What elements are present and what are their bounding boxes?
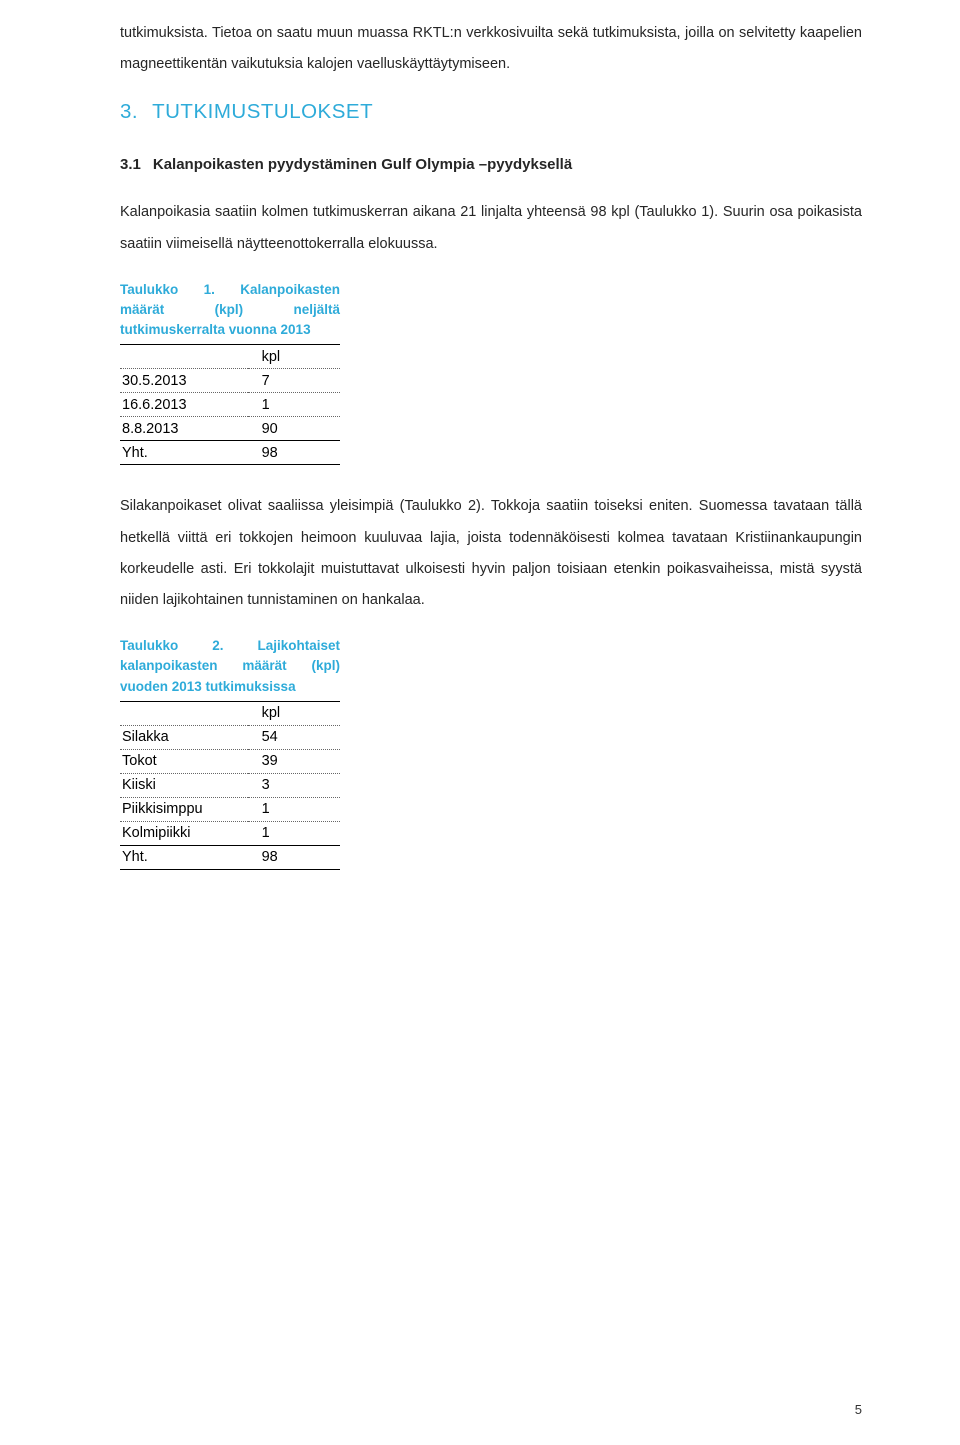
table-cell: Yht.	[120, 441, 248, 465]
section-title: TUTKIMUSTULOKSET	[152, 100, 373, 124]
table-cell: Kiiski	[120, 773, 248, 797]
body-paragraph-1: Kalanpoikasia saatiin kolmen tutkimusker…	[120, 197, 862, 259]
table-cell: 7	[248, 369, 340, 393]
table-cell: 98	[248, 845, 340, 869]
table-cell: 90	[248, 417, 340, 441]
table-row: Yht. 98	[120, 845, 340, 869]
table-row: kpl	[120, 701, 340, 725]
section-number: 3.	[120, 100, 138, 124]
table-cell: 1	[248, 393, 340, 417]
table-cell: kpl	[248, 345, 340, 369]
table-cell: 39	[248, 749, 340, 773]
table-row: Silakka 54	[120, 725, 340, 749]
table-2-caption: Taulukko 2. Lajikohtaiset kalanpoikasten…	[120, 636, 340, 697]
table-row: Piikkisimppu 1	[120, 797, 340, 821]
table-cell: 1	[248, 821, 340, 845]
table-cell: 98	[248, 441, 340, 465]
table-cell: 30.5.2013	[120, 369, 248, 393]
table-cell: 54	[248, 725, 340, 749]
table-1: kpl 30.5.2013 7 16.6.2013 1 8.8.2013 90 …	[120, 344, 340, 465]
table-cell: 16.6.2013	[120, 393, 248, 417]
table-row: 8.8.2013 90	[120, 417, 340, 441]
subsection-number: 3.1	[120, 156, 141, 173]
table-1-caption: Taulukko 1. Kalanpoikasten määrät (kpl) …	[120, 280, 340, 341]
table-row: 30.5.2013 7	[120, 369, 340, 393]
page-number: 5	[855, 1402, 862, 1417]
table-cell: 3	[248, 773, 340, 797]
table-cell: Silakka	[120, 725, 248, 749]
table-cell: 1	[248, 797, 340, 821]
table-cell	[120, 701, 248, 725]
table-cell: 8.8.2013	[120, 417, 248, 441]
intro-paragraph: tutkimuksista. Tietoa on saatu muun muas…	[120, 18, 862, 80]
table-cell: kpl	[248, 701, 340, 725]
subsection-title: Kalanpoikasten pyydystäminen Gulf Olympi…	[153, 156, 572, 173]
table-row: 16.6.2013 1	[120, 393, 340, 417]
section-heading: 3. TUTKIMUSTULOKSET	[120, 100, 862, 124]
table-cell: Tokot	[120, 749, 248, 773]
table-row: Yht. 98	[120, 441, 340, 465]
body-paragraph-2: Silakanpoikaset olivat saaliissa yleisim…	[120, 491, 862, 616]
subsection-heading: 3.1 Kalanpoikasten pyydystäminen Gulf Ol…	[120, 156, 862, 173]
table-row: Kiiski 3	[120, 773, 340, 797]
table-2: kpl Silakka 54 Tokot 39 Kiiski 3 Piikkis…	[120, 701, 340, 870]
table-row: kpl	[120, 345, 340, 369]
table-cell	[120, 345, 248, 369]
table-cell: Yht.	[120, 845, 248, 869]
table-row: Tokot 39	[120, 749, 340, 773]
table-row: Kolmipiikki 1	[120, 821, 340, 845]
table-cell: Kolmipiikki	[120, 821, 248, 845]
table-cell: Piikkisimppu	[120, 797, 248, 821]
